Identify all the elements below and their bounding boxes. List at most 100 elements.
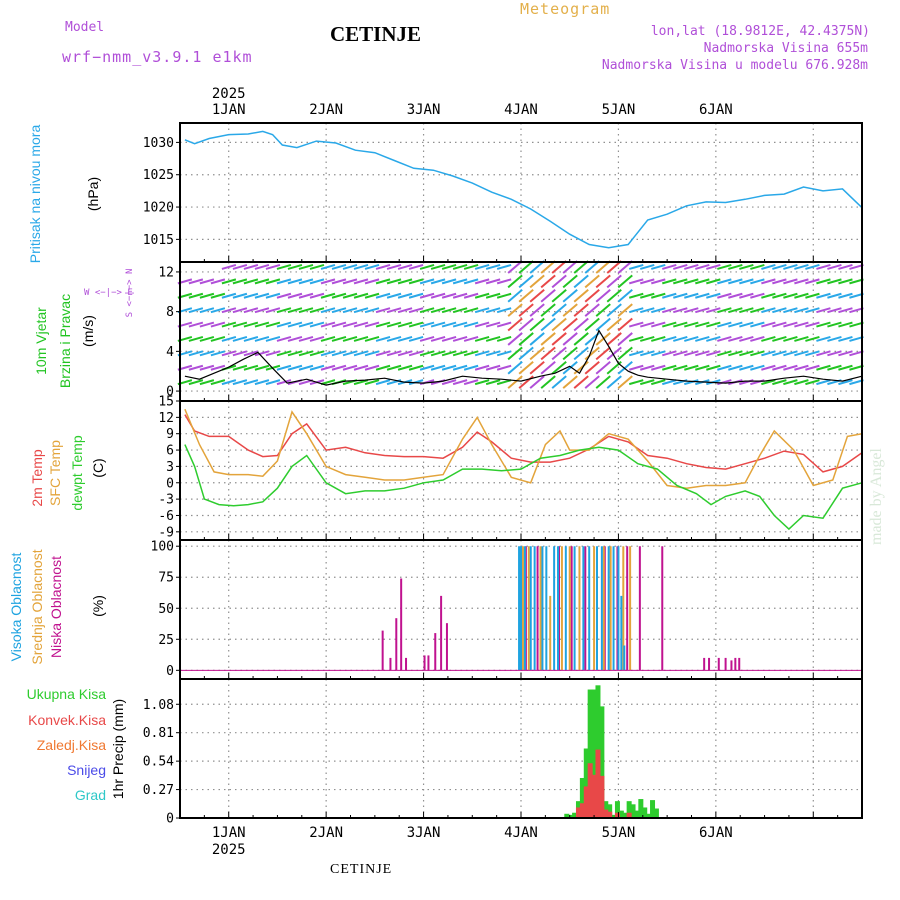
wind-barb bbox=[518, 317, 534, 332]
wind-barb bbox=[463, 379, 479, 386]
wind-barb bbox=[695, 321, 710, 328]
wind-barb bbox=[419, 278, 435, 285]
precip-bar bbox=[622, 812, 628, 818]
wind-barb bbox=[606, 332, 622, 346]
wind-barb bbox=[651, 307, 666, 314]
wind-barb bbox=[298, 364, 314, 371]
y-tick-label: 0.54 bbox=[143, 755, 174, 770]
wind-barb bbox=[573, 288, 589, 303]
y-tick-label: 6 bbox=[166, 444, 174, 459]
wind-barb bbox=[628, 379, 644, 386]
wind-barb bbox=[452, 350, 468, 357]
wind-barb bbox=[276, 292, 292, 299]
wind-barb bbox=[265, 321, 281, 328]
wind-barb bbox=[540, 274, 556, 289]
wind-barb bbox=[452, 335, 468, 342]
wind-barb bbox=[452, 264, 468, 270]
wind-barb bbox=[805, 379, 820, 386]
wind-barb bbox=[783, 364, 798, 371]
panel-frame bbox=[179, 122, 863, 263]
wind-barb bbox=[254, 264, 270, 270]
wind-barb bbox=[595, 360, 611, 375]
wind-barb bbox=[838, 292, 853, 299]
wind-barb bbox=[200, 265, 214, 269]
wind-barb bbox=[342, 364, 358, 371]
wind-barb bbox=[816, 321, 831, 328]
wind-barb bbox=[507, 274, 523, 289]
wind-barb bbox=[584, 303, 600, 317]
wind-barb bbox=[651, 379, 666, 386]
wind-label-2: Brzina i Pravac bbox=[57, 293, 73, 389]
wind-barb bbox=[783, 350, 798, 357]
wind-barb bbox=[474, 321, 490, 328]
wind-barb bbox=[441, 335, 457, 342]
wind-barb bbox=[584, 274, 600, 289]
wind-barb bbox=[562, 360, 578, 375]
wind-barb bbox=[805, 307, 820, 314]
wind-barb bbox=[761, 379, 776, 386]
precip-unit: 1hr Precip (mm) bbox=[110, 698, 126, 800]
wind-barb bbox=[717, 264, 732, 270]
wind-barb bbox=[529, 346, 545, 361]
precip-bar bbox=[626, 812, 632, 818]
data-layer bbox=[177, 130, 864, 818]
precip-bar bbox=[630, 804, 636, 818]
wind-barb bbox=[441, 364, 457, 371]
wind-barb bbox=[375, 379, 391, 386]
wind-barb bbox=[739, 264, 754, 270]
precip-legend-convective: Konvek.Kisa bbox=[28, 712, 106, 728]
wind-barb bbox=[827, 350, 842, 357]
wind-barb bbox=[188, 350, 204, 357]
top-day-label: 6JAN bbox=[699, 102, 733, 118]
wind-barb bbox=[342, 264, 358, 270]
panel-frame bbox=[179, 678, 863, 819]
wind-barb bbox=[728, 321, 743, 328]
wind-barb bbox=[375, 307, 391, 314]
wind-barb bbox=[463, 292, 479, 299]
wind-barb bbox=[364, 278, 380, 285]
wind-barb bbox=[695, 278, 710, 285]
precip-bar bbox=[591, 774, 597, 818]
pressure-label: Pritisak na nivou mora bbox=[27, 124, 43, 264]
precip-bar bbox=[607, 811, 613, 818]
wind-barb bbox=[309, 264, 325, 270]
wind-barb bbox=[706, 335, 721, 342]
wind-barb bbox=[816, 307, 831, 314]
wind-barb bbox=[485, 364, 501, 371]
wind-barb bbox=[507, 332, 523, 346]
wind-barb bbox=[540, 288, 556, 303]
cloud-high-label: Visoka Oblacnost bbox=[8, 552, 24, 662]
wind-barb bbox=[430, 292, 446, 299]
wind-barb bbox=[243, 278, 259, 285]
wind-barb bbox=[573, 332, 589, 346]
precip-bar bbox=[618, 810, 624, 818]
wind-barb bbox=[750, 278, 765, 285]
wind-barb bbox=[673, 292, 688, 299]
y-tick-label: 12 bbox=[158, 411, 174, 426]
wind-barb bbox=[595, 346, 611, 361]
wind-barb bbox=[441, 292, 457, 299]
wind-barb bbox=[397, 292, 413, 299]
wind-barb bbox=[364, 307, 380, 314]
top-year-label: 2025 bbox=[212, 86, 246, 102]
wind-barb bbox=[441, 307, 457, 314]
precip-bar bbox=[638, 799, 644, 818]
wind-barb bbox=[695, 335, 710, 342]
wind-barb bbox=[673, 264, 688, 270]
wind-barb bbox=[750, 350, 765, 357]
wind-barb bbox=[816, 350, 831, 357]
wind-barb bbox=[496, 321, 512, 328]
pressure-unit: (hPa) bbox=[85, 176, 101, 212]
cloud-unit: (%) bbox=[90, 595, 106, 617]
wind-barb bbox=[265, 292, 281, 299]
model-altitude-label: Nadmorska Visina u modelu 676.928m bbox=[601, 58, 868, 73]
wind-barb bbox=[309, 307, 325, 314]
wind-barb bbox=[551, 346, 567, 361]
precip-bar bbox=[614, 812, 620, 818]
y-tick-label: -3 bbox=[158, 493, 174, 508]
model-name: wrf−nmm_v3.9.1 e1km bbox=[62, 48, 253, 66]
wind-barb bbox=[419, 264, 435, 270]
wind-barb bbox=[265, 264, 281, 270]
precip-legend-total: Ukupna Kisa bbox=[26, 686, 106, 702]
wind-barb bbox=[507, 303, 523, 317]
